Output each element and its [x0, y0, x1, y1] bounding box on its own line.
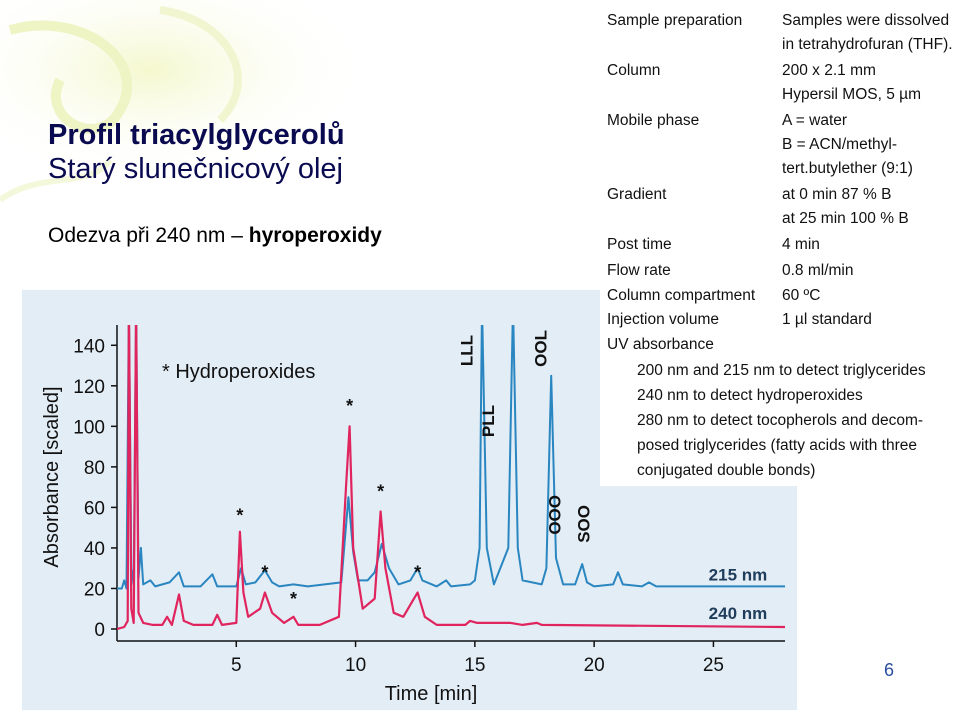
subtitle: Odezva při 240 nm – hyroperoxidy [48, 224, 382, 248]
peak-label: PLL [479, 405, 498, 437]
condition-label: Mobile phase [607, 112, 700, 129]
hydroperoxides-legend: * Hydroperoxides [162, 361, 315, 383]
x-tick-label: 5 [231, 655, 242, 676]
y-tick-label: 40 [84, 539, 105, 560]
series-line-240nm [117, 325, 785, 631]
peak-label: SOO [574, 505, 593, 543]
y-tick-label: 0 [94, 620, 105, 641]
condition-label: Column [607, 62, 661, 79]
subtitle-prefix: Odezva při 240 nm – [48, 224, 249, 247]
x-axis-label: Time [min] [385, 683, 478, 705]
peak-label: LLL [457, 335, 476, 366]
hydroperoxide-asterisk: * [261, 562, 268, 582]
condition-value: 60 ºC [782, 287, 821, 304]
page-number: 6 [884, 660, 895, 680]
condition-label: Gradient [607, 186, 667, 203]
x-tick-label: 10 [345, 655, 366, 676]
condition-value: tert.butylether (9:1) [782, 160, 913, 177]
peak-label: OOO [546, 495, 565, 535]
condition-label: UV absorbance [607, 336, 714, 353]
series-line-215nm [117, 325, 785, 590]
condition-label: Column compartment [607, 287, 756, 304]
condition-value: Hypersil MOS, 5 µm [782, 86, 921, 103]
uv-absorbance-line: 200 nm and 215 nm to detect triglyceride… [637, 362, 926, 379]
condition-value: B = ACN/methyl- [782, 136, 897, 153]
hydroperoxide-asterisk: * [290, 589, 297, 609]
y-tick-label: 60 [84, 498, 105, 519]
condition-value: 1 µl standard [782, 311, 872, 328]
uv-absorbance-line: 280 nm to detect tocopherols and decom- [637, 412, 924, 429]
hydroperoxide-asterisk: * [414, 562, 421, 582]
condition-value: at 25 min 100 % B [782, 210, 909, 227]
condition-value: 4 min [782, 236, 820, 253]
title-line2: Starý slunečnicový olej [48, 153, 343, 185]
trace-label-240: 240 nm [709, 604, 768, 623]
x-tick-label: 15 [464, 655, 485, 676]
condition-label: Sample preparation [607, 12, 743, 29]
x-tick-label: 25 [703, 655, 724, 676]
condition-value: 0.8 ml/min [782, 262, 854, 279]
y-tick-label: 120 [73, 377, 105, 398]
condition-value: 200 x 2.1 mm [782, 62, 876, 79]
hydroperoxide-asterisk: * [377, 481, 384, 501]
y-tick-label: 80 [84, 458, 105, 479]
uv-absorbance-line: posed triglycerides (fatty acids with th… [637, 437, 917, 454]
hydroperoxide-asterisk: * [346, 396, 353, 416]
page-title: Profil triacylglycerolů Starý slunečnico… [48, 118, 345, 186]
y-axis-label: Absorbance [scaled] [41, 386, 63, 567]
condition-label: Injection volume [607, 311, 720, 328]
trace-label-215: 215 nm [709, 565, 768, 584]
series-group [117, 325, 785, 631]
condition-value: at 0 min 87 % B [782, 186, 892, 203]
y-tick-label: 140 [73, 336, 105, 357]
x-tick-label: 20 [584, 655, 605, 676]
condition-label: Flow rate [607, 262, 671, 279]
y-tick-label: 20 [84, 579, 105, 600]
condition-value: A = water [782, 112, 848, 129]
y-tick-label: 100 [73, 417, 105, 438]
condition-value: Samples were dissolved [782, 12, 950, 29]
chromatogram-chart: 0 20 40 60 80 100 120 140 5 10 15 20 25 Time [min] Abs… [41, 325, 785, 705]
title-line1: Profil triacylglycerolů [48, 119, 345, 151]
uv-absorbance-line: 240 nm to detect hydroperoxides [637, 387, 863, 404]
conditions-panel: Sample preparation Samples were dissolved… [600, 0, 953, 486]
condition-value: in tetrahydrofuran (THF). [782, 36, 953, 53]
peak-label: OOL [531, 330, 550, 367]
uv-absorbance-line: conjugated double bonds) [637, 462, 816, 479]
hydroperoxide-asterisk: * [236, 506, 243, 526]
condition-label: Post time [607, 236, 672, 253]
subtitle-bold: hyroperoxidy [248, 224, 382, 247]
